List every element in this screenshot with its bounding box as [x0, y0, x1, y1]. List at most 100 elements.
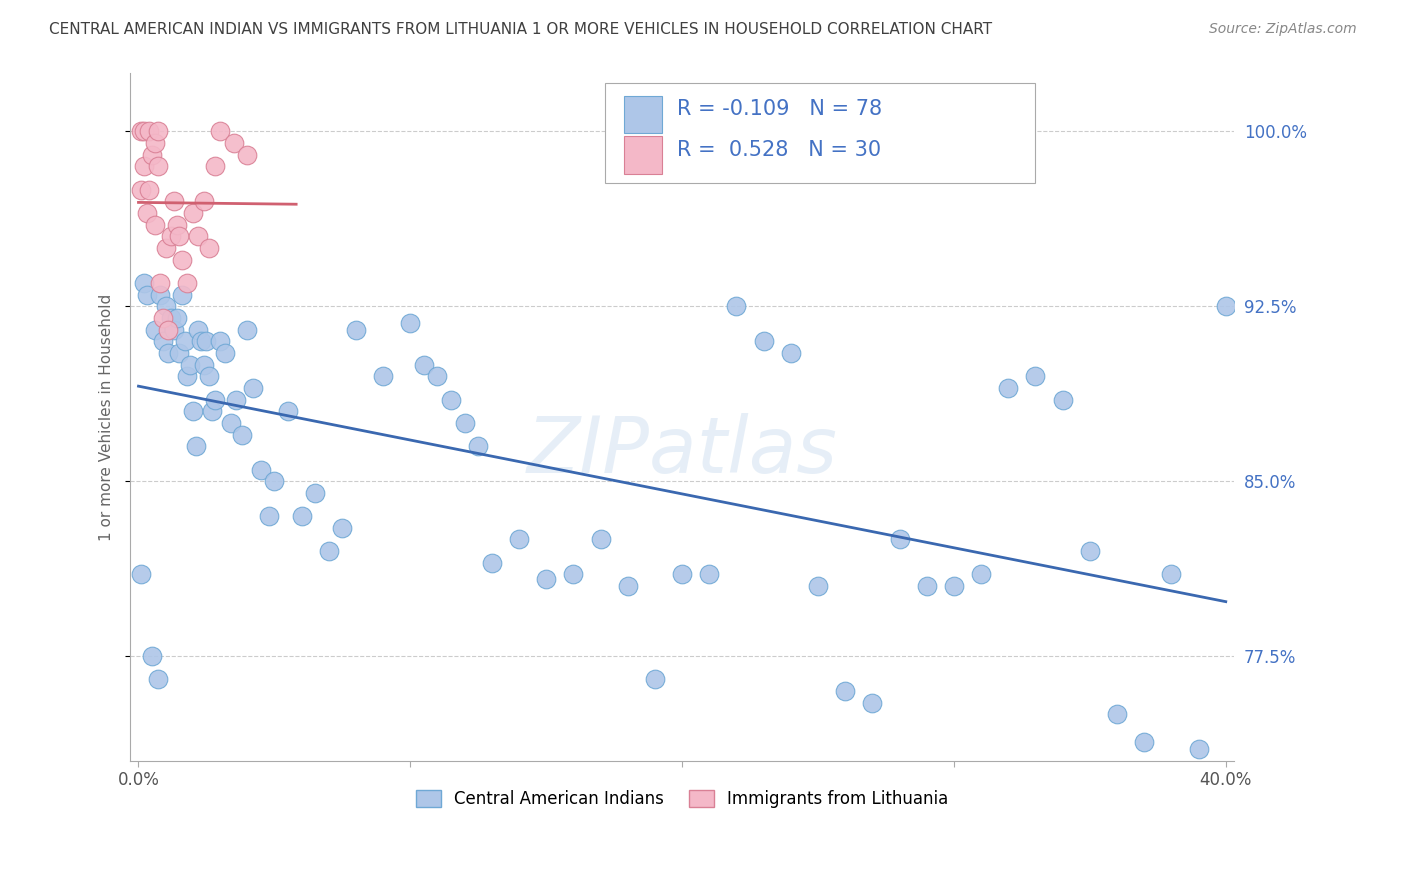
Point	[467, 439, 489, 453]
Point	[129, 183, 152, 197]
Point	[149, 287, 172, 301]
Point	[304, 486, 326, 500]
Point	[208, 334, 231, 349]
Point	[1078, 544, 1101, 558]
Point	[208, 124, 231, 138]
Point	[138, 124, 160, 138]
Point	[143, 218, 166, 232]
Point	[143, 136, 166, 150]
Point	[163, 194, 186, 209]
Point	[195, 334, 218, 349]
Text: R =  0.528   N = 30: R = 0.528 N = 30	[676, 140, 880, 161]
Point	[616, 579, 638, 593]
Point	[160, 310, 183, 325]
Point	[181, 206, 204, 220]
Point	[146, 159, 169, 173]
Point	[399, 316, 422, 330]
Point	[198, 241, 221, 255]
Point	[942, 579, 965, 593]
Text: R = -0.109   N = 78: R = -0.109 N = 78	[676, 99, 882, 120]
Point	[426, 369, 449, 384]
Point	[160, 229, 183, 244]
Point	[167, 346, 190, 360]
Point	[176, 369, 198, 384]
Point	[179, 358, 201, 372]
Point	[198, 369, 221, 384]
Point	[146, 124, 169, 138]
Point	[1133, 735, 1156, 749]
Point	[129, 567, 152, 582]
Point	[752, 334, 775, 349]
Point	[997, 381, 1019, 395]
Point	[181, 404, 204, 418]
Point	[725, 299, 748, 313]
Point	[193, 194, 215, 209]
Point	[970, 567, 993, 582]
Point	[263, 474, 285, 488]
Point	[889, 533, 911, 547]
Point	[257, 509, 280, 524]
Point	[242, 381, 264, 395]
Point	[152, 334, 174, 349]
Point	[146, 673, 169, 687]
Point	[135, 206, 157, 220]
Point	[132, 276, 155, 290]
Point	[138, 183, 160, 197]
Point	[330, 521, 353, 535]
Point	[371, 369, 394, 384]
Point	[132, 159, 155, 173]
Point	[187, 229, 209, 244]
Legend: Central American Indians, Immigrants from Lithuania: Central American Indians, Immigrants fro…	[409, 783, 955, 814]
Point	[860, 696, 883, 710]
Point	[236, 147, 259, 161]
Point	[157, 322, 180, 336]
FancyBboxPatch shape	[605, 83, 1035, 183]
Point	[1160, 567, 1182, 582]
FancyBboxPatch shape	[624, 95, 662, 134]
Point	[225, 392, 247, 407]
Point	[135, 287, 157, 301]
Point	[155, 241, 177, 255]
Point	[132, 124, 155, 138]
Point	[141, 147, 163, 161]
Point	[236, 322, 259, 336]
Point	[1187, 742, 1209, 756]
Text: ZIPatlas: ZIPatlas	[527, 413, 838, 490]
FancyBboxPatch shape	[624, 136, 662, 174]
Text: CENTRAL AMERICAN INDIAN VS IMMIGRANTS FROM LITHUANIA 1 OR MORE VEHICLES IN HOUSE: CENTRAL AMERICAN INDIAN VS IMMIGRANTS FR…	[49, 22, 993, 37]
Point	[412, 358, 434, 372]
Point	[173, 334, 195, 349]
Point	[562, 567, 585, 582]
Point	[187, 322, 209, 336]
Point	[644, 673, 666, 687]
Point	[671, 567, 693, 582]
Point	[204, 392, 226, 407]
Point	[141, 649, 163, 664]
Point	[481, 556, 503, 570]
Point	[201, 404, 224, 418]
Point	[204, 159, 226, 173]
Point	[834, 684, 856, 698]
Point	[249, 462, 271, 476]
Point	[143, 322, 166, 336]
Point	[1105, 707, 1128, 722]
Point	[807, 579, 830, 593]
Point	[779, 346, 801, 360]
Point	[277, 404, 299, 418]
Point	[176, 276, 198, 290]
Point	[155, 299, 177, 313]
Point	[170, 287, 193, 301]
Point	[149, 276, 172, 290]
Point	[190, 334, 212, 349]
Point	[1052, 392, 1074, 407]
Point	[915, 579, 938, 593]
Point	[129, 124, 152, 138]
Point	[170, 252, 193, 267]
Point	[1215, 299, 1237, 313]
Point	[184, 439, 207, 453]
Point	[157, 346, 180, 360]
Point	[440, 392, 463, 407]
Point	[166, 310, 188, 325]
Point	[508, 533, 530, 547]
Text: Source: ZipAtlas.com: Source: ZipAtlas.com	[1209, 22, 1357, 37]
